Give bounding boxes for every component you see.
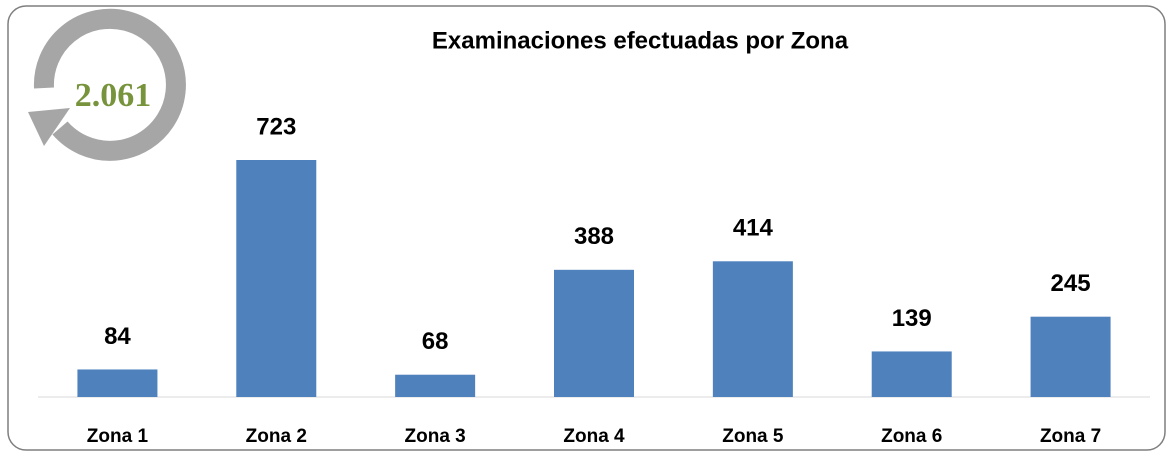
- total-label: 2.061: [75, 77, 152, 114]
- x-tick-label: Zona 7: [1040, 426, 1101, 447]
- x-tick-label: Zona 1: [87, 426, 149, 447]
- bar: [554, 269, 634, 397]
- x-tick-label: Zona 5: [722, 426, 784, 447]
- x-tick-label: Zona 6: [881, 426, 942, 447]
- data-label: 68: [422, 328, 449, 355]
- total-badge: 2.061: [28, 8, 186, 161]
- data-label: 414: [733, 215, 774, 242]
- circular-arrow: [33, 8, 186, 161]
- bar: [1030, 316, 1111, 397]
- x-tick-label: Zona 4: [563, 426, 625, 447]
- bar: [712, 261, 793, 397]
- chart-title: Examinaciones efectuadas por Zona: [432, 27, 849, 54]
- x-tick-label: Zona 3: [405, 426, 466, 447]
- bar: [236, 160, 317, 397]
- bar: [395, 374, 476, 397]
- data-label: 245: [1051, 270, 1091, 297]
- data-label: 84: [104, 323, 131, 350]
- bar: [871, 351, 952, 397]
- x-tick-label: Zona 2: [246, 426, 307, 447]
- data-label: 388: [574, 223, 614, 250]
- data-label: 139: [892, 305, 932, 332]
- arrow-head: [28, 108, 70, 146]
- data-label: 723: [256, 113, 296, 140]
- bar: [77, 369, 158, 397]
